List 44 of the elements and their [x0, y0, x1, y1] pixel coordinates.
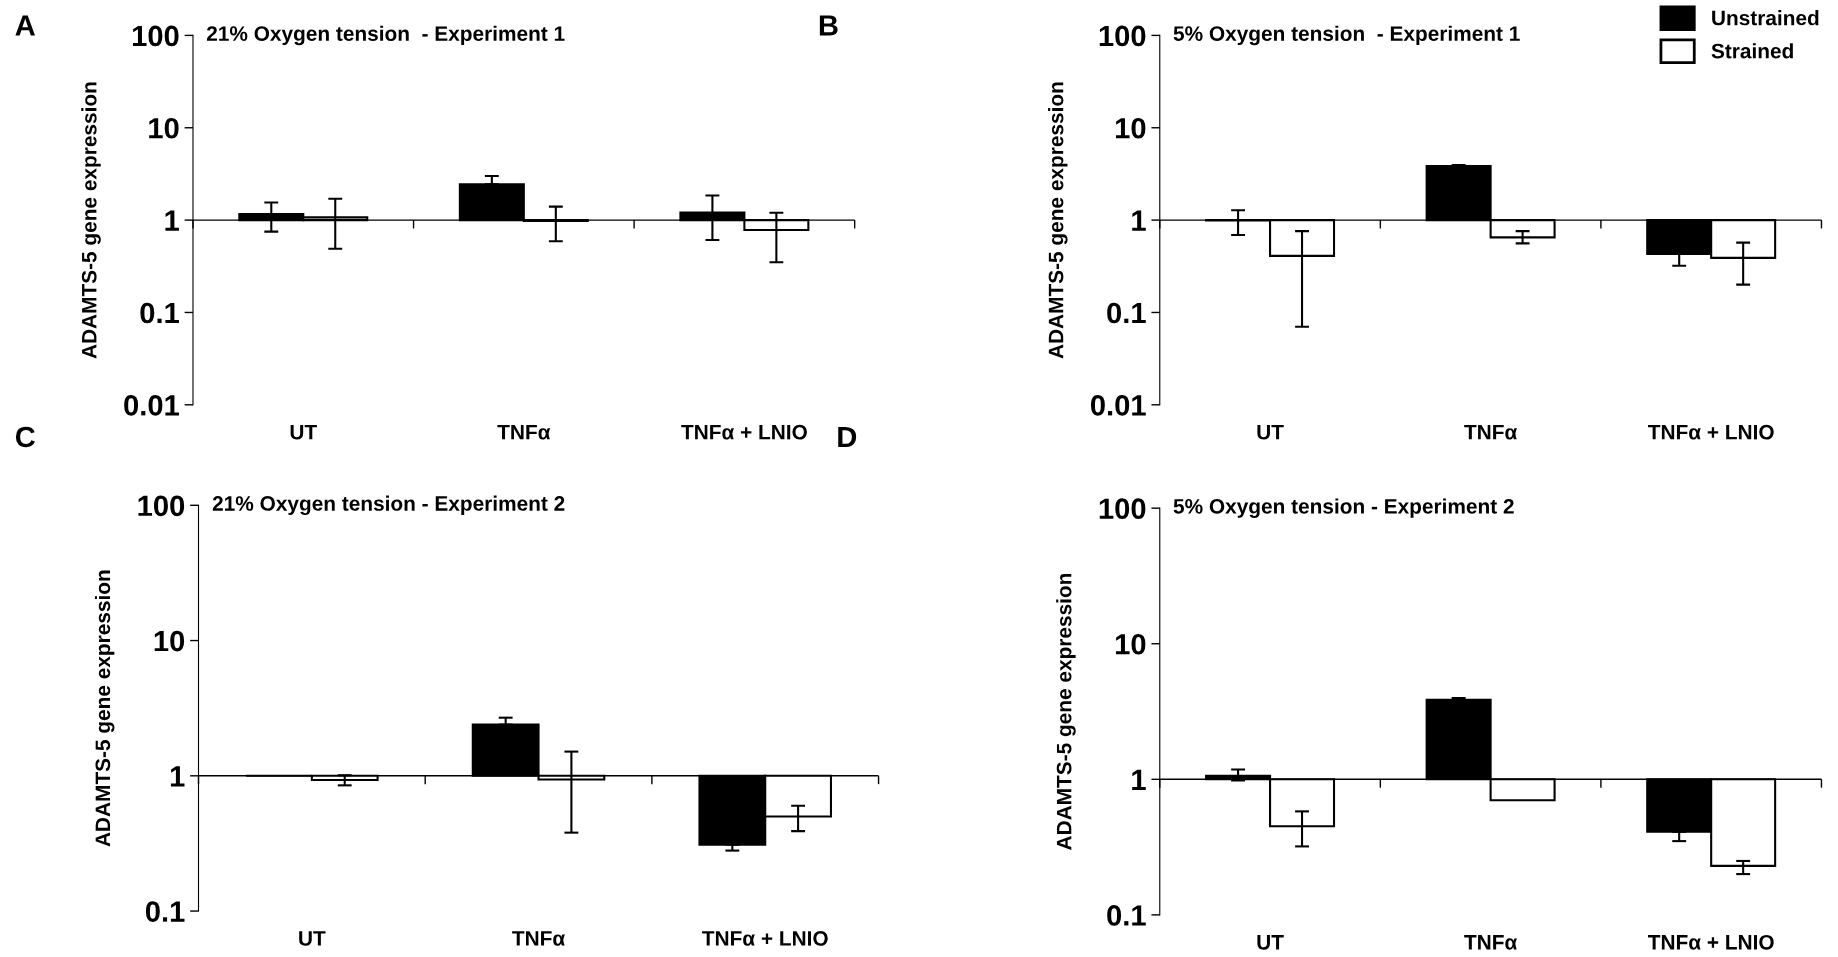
y-tick-label: 100 — [1099, 25, 1146, 47]
text: C — [15, 426, 35, 448]
x-tick-label: TNFα — [1464, 425, 1518, 440]
y-tick-label: 0.1 — [1107, 905, 1146, 926]
y-tick-label: 1 — [170, 766, 185, 787]
y-tick-label: 10 — [154, 630, 185, 652]
x-tick-label: UT — [1257, 935, 1284, 950]
y-tick-label: 100 — [138, 495, 185, 517]
chart-title: 21% Oxygen tension - Experiment 2 — [212, 495, 565, 516]
text: A — [15, 15, 35, 36]
y-tick-label: 0.1 — [145, 901, 185, 922]
y-tick-label: 1 — [1132, 210, 1146, 231]
y-axis-title: ADAMTS-5 gene expression — [94, 570, 115, 847]
x-tick-label: UT — [299, 931, 326, 946]
y-tick-label: 1 — [165, 210, 179, 231]
y-tick-label: 0.1 — [1107, 302, 1146, 324]
y-tick-label: 10 — [1115, 117, 1146, 139]
y-axis-title: ADAMTS-5 gene expression — [1048, 82, 1068, 359]
y-axis-title: ADAMTS-5 gene expression — [1056, 573, 1076, 850]
legend-label: Strained — [1711, 43, 1793, 59]
x-tick-label: TNFα + LNIO — [681, 424, 807, 440]
x-tick-label: TNFα — [512, 931, 565, 946]
x-tick-label: UT — [1257, 425, 1284, 440]
y-tick-label: 100 — [132, 25, 179, 47]
y-tick-label: 0.1 — [140, 302, 179, 324]
chart-title: 5% Oxygen tension - Experiment 1 — [1173, 25, 1520, 46]
y-tick-label: 10 — [1115, 633, 1146, 655]
x-tick-label: TNFα — [1464, 935, 1518, 950]
y-axis-title: ADAMTS-5 gene expression — [81, 82, 101, 359]
chart-title: 5% Oxygen tension - Experiment 2 — [1173, 498, 1514, 518]
y-tick-label: 0.01 — [124, 395, 179, 416]
x-tick-label: TNFα + LNIO — [702, 931, 828, 946]
legend-label: Unstrained — [1712, 10, 1819, 26]
x-tick-label: TNFα + LNIO — [1648, 424, 1774, 440]
y-tick-label: 100 — [1099, 498, 1146, 520]
chart-title: 21% Oxygen tension - Experiment 1 — [206, 25, 565, 46]
y-tick-label: 1 — [1132, 769, 1146, 790]
y-tick-label: 0.01 — [1090, 395, 1146, 416]
y-tick-label: 10 — [149, 117, 179, 139]
text: D — [838, 426, 857, 447]
annotation: B — [819, 15, 838, 36]
x-tick-label: UT — [290, 425, 317, 440]
x-tick-label: TNFα — [497, 425, 551, 440]
x-tick-label: TNFα + LNIO — [1648, 934, 1774, 950]
